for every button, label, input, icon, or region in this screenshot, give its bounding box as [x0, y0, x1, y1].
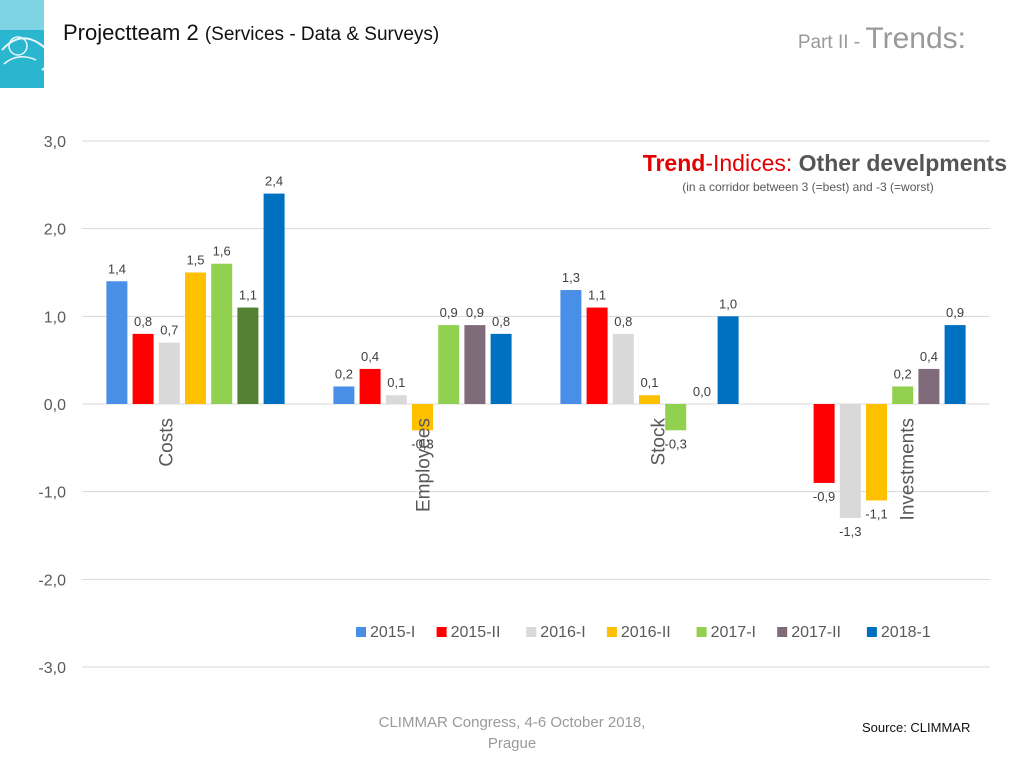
bar-2017-ii	[237, 307, 259, 404]
data-label: 0,9	[466, 305, 484, 320]
bar-2016-i	[385, 395, 407, 404]
data-label: 0,9	[946, 305, 964, 320]
data-label: -1,3	[839, 524, 861, 539]
section-heading-title: Trends:	[865, 22, 966, 55]
footer-line-1: CLIMMAR Congress, 4-6 October 2018,	[378, 714, 646, 731]
data-label: 0,8	[134, 314, 152, 329]
legend-swatch	[866, 627, 877, 637]
y-tick-label: 0,0	[44, 397, 66, 414]
data-label: 2,4	[265, 174, 283, 189]
legend-label: 2015-I	[370, 624, 415, 641]
data-label: 1,6	[213, 244, 231, 259]
data-label: 1,5	[186, 253, 204, 268]
data-label: 1,4	[108, 261, 126, 276]
chart-title-trend: Trend	[643, 150, 706, 176]
data-label: -0,3	[664, 436, 686, 451]
section-heading: Part II - Trends:	[798, 22, 966, 56]
bar-2015-i	[106, 281, 128, 404]
data-label: -0,3	[411, 436, 433, 451]
category-label: Stock	[649, 418, 670, 466]
logo-icon	[0, 0, 44, 88]
data-label: 0,0	[693, 384, 711, 399]
data-label: 1,1	[588, 288, 606, 303]
page-title-main: Projectteam 2	[63, 20, 199, 45]
y-tick-label: -2,0	[38, 572, 66, 589]
legend-label: 2018-1	[881, 624, 931, 641]
category-label: Costs	[157, 418, 178, 467]
bar-2016-i	[839, 404, 861, 518]
bar-2015-i	[560, 290, 582, 404]
bar-2017-ii	[464, 325, 486, 404]
bar-2015-ii	[359, 368, 381, 404]
data-label: 0,4	[361, 349, 379, 364]
legend-swatch	[436, 627, 447, 637]
bar-2016-ii	[412, 404, 433, 431]
bar-2018-1	[263, 193, 285, 404]
bar-2017-i	[892, 386, 914, 404]
bar-2015-ii	[586, 307, 608, 404]
bar-2015-i	[333, 386, 355, 404]
legend-label: 2017-II	[791, 624, 841, 641]
chart-title-indices: -Indices:	[705, 150, 798, 176]
data-label: 0,2	[335, 366, 353, 381]
page-title: Projectteam 2 (Services - Data & Surveys…	[63, 20, 439, 46]
footer-line-2: Prague	[487, 735, 537, 752]
y-tick-label: 3,0	[44, 134, 66, 151]
bar-2016-ii	[639, 395, 660, 404]
y-tick-label: -1,0	[38, 485, 66, 502]
section-heading-prefix: Part II -	[797, 32, 866, 53]
bar-2017-i	[665, 404, 687, 431]
legend-label: 2017-I	[711, 624, 756, 641]
bar-2016-ii	[866, 404, 887, 501]
legend-swatch	[777, 627, 788, 637]
bar-2017-i	[211, 263, 233, 404]
chart-title: Trend-Indices: Other develpments	[643, 150, 1007, 176]
legend-swatch	[696, 627, 707, 637]
y-tick-label: -3,0	[38, 660, 66, 677]
data-label: 0,4	[920, 349, 938, 364]
bar-2016-i	[612, 333, 634, 404]
data-label: 0,8	[492, 314, 510, 329]
bar-2017-i	[438, 325, 460, 404]
legend-swatch	[526, 627, 537, 637]
bar-2015-ii	[132, 333, 154, 404]
data-label: 1,0	[719, 296, 737, 311]
data-label: 1,3	[562, 270, 580, 285]
data-label: -0,9	[813, 489, 835, 504]
y-tick-label: 1,0	[44, 309, 66, 326]
source-note: Source: CLIMMAR	[862, 720, 971, 735]
legend-swatch	[356, 627, 366, 637]
chart-subtitle: (in a corridor between 3 (=best) and -3 …	[682, 180, 933, 194]
bar-2018-1	[490, 333, 512, 404]
y-tick-label: 2,0	[44, 222, 66, 239]
bar-2018-1	[944, 325, 966, 404]
legend-label: 2015-II	[451, 624, 501, 641]
category-label: Employees	[414, 418, 435, 512]
data-label: 0,7	[160, 323, 178, 338]
legend-swatch	[606, 627, 617, 637]
page-title-subtitle: (Services - Data & Surveys)	[204, 24, 440, 45]
data-label: 0,2	[894, 366, 912, 381]
data-label: 0,9	[440, 305, 458, 320]
data-label: 1,1	[239, 288, 257, 303]
bar-2017-ii	[918, 368, 940, 404]
footer-congress: CLIMMAR Congress, 4-6 October 2018, Prag…	[362, 712, 662, 754]
legend-label: 2016-II	[621, 624, 671, 641]
bar-2018-1	[717, 316, 739, 404]
legend-label: 2016-I	[540, 624, 585, 641]
data-label: 0,8	[614, 314, 632, 329]
data-label: 0,1	[640, 375, 658, 390]
data-label: 0,1	[387, 375, 405, 390]
data-label: -1,1	[865, 506, 887, 521]
chart-title-other: Other develpments	[799, 150, 1007, 176]
bar-2016-i	[158, 342, 180, 404]
bar-2015-ii	[813, 404, 835, 483]
bar-2016-ii	[185, 272, 206, 404]
category-label: Investments	[898, 418, 919, 520]
